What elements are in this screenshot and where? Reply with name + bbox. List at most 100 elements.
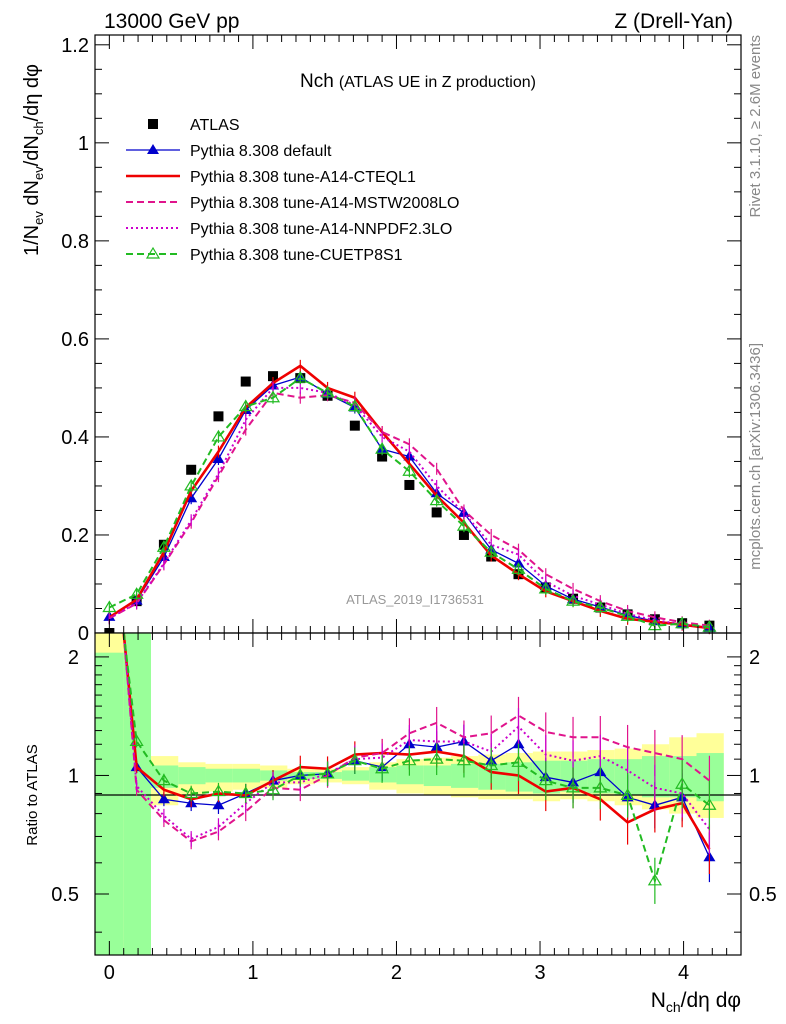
ratio-series-4-point [320,766,335,779]
series-5-point [184,478,199,491]
stat-band [95,652,124,955]
series-1-point [212,452,225,463]
series-0-point [240,376,251,387]
y-tick-label: 0 [78,623,89,645]
ratio-series-3-line [122,632,711,841]
series-0-point [349,420,360,431]
stat-band [641,756,670,798]
ratio-series-4-point [647,873,662,886]
series-5-point [211,429,226,442]
series-0-point [213,411,224,422]
series-5-point [375,442,390,454]
stat-band [341,770,370,781]
series-5-point [511,562,526,574]
series-5-line [108,376,710,629]
stat-band [587,759,615,794]
ratio-y-tick-label: 0.5 [51,884,79,906]
y-axis-label: 1/Nev dNev/dNch/dη dφ [21,64,46,256]
plot-title: Nch (ATLAS UE in Z production) [300,71,536,92]
ratio-series-4-point [265,782,281,795]
ratio-series-4-point [293,768,308,781]
ratio-series-4-point [429,751,444,764]
series-0-point [404,479,415,490]
series-2-line [108,364,710,630]
mcplots-label: mcplots.cern.ch [arXiv:1306.3436] [747,343,764,570]
series-5-point [102,600,117,613]
series-5-point [156,540,171,552]
series-0-point [431,507,442,518]
ratio-series-4-point [184,786,199,799]
ratio-series-4-point [702,798,717,810]
analysis-id: ATLAS_2019_I1736531 [346,592,484,607]
ratio-series-4-point [347,753,362,766]
series-5-point [320,385,335,398]
stat-band [396,765,424,785]
stat-band [423,765,452,787]
series-5-point [565,593,581,606]
ratio-series-4-point [620,788,635,800]
stat-band [369,767,397,783]
ratio-y-axis-label: Ratio to ATLAS [24,744,41,845]
ratio-panel: 0.5 0.5 1 1 2 2 0 1 2 3 4 Ratio to ATLAS Nch/dη dφ [24,632,777,1015]
ratio-series-4-point [484,758,499,771]
x-tick-label: 2 [391,962,402,984]
ratio-series-0-point [157,793,170,804]
series-3-line [108,391,710,627]
series-5-point [538,581,553,594]
series-5-point [484,544,499,557]
ratio-y-tick-label-right: 2 [749,647,760,669]
ratio-series-1-line [122,632,711,850]
y-tick-label: 0.2 [61,525,89,547]
series-0-point [186,464,197,475]
ratio-series-4-point [156,773,171,786]
legend-label-3: Pythia 8.308 tune-A14-MSTW2008LO [190,195,459,212]
stat-band [232,768,261,783]
legend-label-0: ATLAS [190,117,240,134]
stat-band [696,753,724,802]
series-5-point [265,390,281,403]
series-5-point [675,616,690,629]
ratio-series-4-point [375,761,390,774]
legend-label-5: Pythia 8.308 tune-CUETP8S1 [190,247,403,264]
series-5-point [593,600,608,613]
y-tick-label: 1.2 [61,35,89,57]
legend-marker-0 [148,119,158,129]
legend-label-2: Pythia 8.308 tune-A14-CTEQL1 [190,169,416,186]
ratio-series-4-line [122,632,711,885]
series-0-point [458,529,469,540]
ratio-series-4-point [565,780,581,793]
series-5-point [238,399,253,412]
ratio-series-4-point [675,777,690,789]
ratio-series-4-point [456,753,471,766]
series-4-line [108,386,710,629]
series-5-point [456,518,471,531]
series-1-line [109,376,710,629]
ratio-series-4-point [238,786,253,799]
series-5-point [429,493,444,506]
ratio-frame [94,632,742,956]
ratio-series-0-line [123,632,711,858]
ratio-series-4-point [211,784,226,797]
stat-band [451,763,479,788]
ratio-series-4-point [593,780,608,793]
process-label: Z (Drell-Yan) [614,10,733,33]
legend-label-4: Pythia 8.308 tune-A14-NNPDF2.3LO [190,221,452,238]
ratio-y-tick-label-right: 1 [749,765,760,787]
legend: ATLAS Pythia 8.308 default Pythia 8.308 tu… [126,117,459,264]
main-panel: 0 0.2 0.4 0.6 0.8 1 1.2 Nch (ATLAS UE in Z prod… [21,34,742,645]
legend-marker-1 [147,144,159,154]
ratio-series-0-point [212,799,225,810]
ratio-y-tick-label-right: 0.5 [749,884,777,906]
stat-band [669,756,697,798]
series-5-point [402,464,417,476]
series-5-point [347,399,362,412]
ratio-series-4-point [538,773,553,786]
ratio-series-2-line [122,632,711,843]
x-tick-label: 0 [104,962,115,984]
ratio-y-tick-label: 1 [68,765,79,787]
energy-label: 13000 GeV pp [104,10,239,33]
stat-band [178,767,206,785]
y-tick-label: 0.8 [61,231,89,253]
y-tick-label: 1 [78,133,89,155]
